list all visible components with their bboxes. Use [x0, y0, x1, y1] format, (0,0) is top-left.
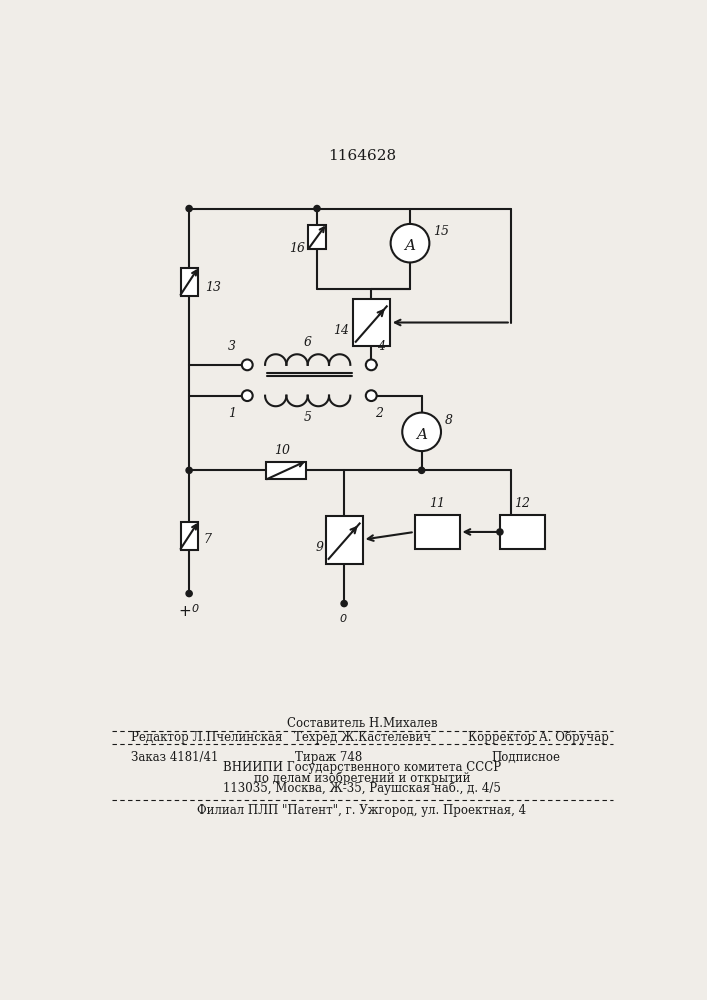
- Text: Подписное: Подписное: [491, 751, 561, 764]
- Text: Тираж 748: Тираж 748: [295, 751, 362, 764]
- Text: Заказ 4181/41: Заказ 4181/41: [131, 751, 218, 764]
- Circle shape: [497, 529, 503, 535]
- Text: Составитель Н.Михалев: Составитель Н.Михалев: [286, 717, 437, 730]
- Circle shape: [186, 590, 192, 597]
- Text: Филиал ПЛП "Патент", г. Ужгород, ул. Проектная, 4: Филиал ПЛП "Патент", г. Ужгород, ул. Про…: [197, 804, 527, 817]
- Text: ВНИИПИ Государственного комитета СССР: ВНИИПИ Государственного комитета СССР: [223, 761, 501, 774]
- Text: 7: 7: [203, 533, 211, 546]
- Circle shape: [419, 467, 425, 473]
- Circle shape: [366, 390, 377, 401]
- Circle shape: [242, 359, 252, 370]
- Text: 11: 11: [429, 497, 445, 510]
- Text: 1: 1: [228, 407, 235, 420]
- Text: 5: 5: [304, 411, 312, 424]
- Circle shape: [391, 224, 429, 262]
- Text: 0: 0: [339, 614, 346, 624]
- Text: Техред Ж.Кастелевич: Техред Ж.Кастелевич: [293, 731, 431, 744]
- Bar: [414, 515, 460, 549]
- Text: Корректор А. Обручар: Корректор А. Обручар: [468, 731, 609, 744]
- Text: 4: 4: [378, 340, 385, 353]
- Text: 13: 13: [204, 281, 221, 294]
- Text: 16: 16: [289, 242, 305, 255]
- Text: 12: 12: [515, 497, 530, 510]
- Bar: [353, 299, 390, 346]
- Bar: [325, 516, 363, 564]
- Circle shape: [186, 467, 192, 473]
- Circle shape: [341, 600, 347, 607]
- Text: 10: 10: [274, 444, 290, 457]
- Bar: [500, 515, 545, 549]
- Text: 15: 15: [433, 225, 449, 238]
- Text: 0: 0: [192, 604, 199, 614]
- Text: A: A: [416, 428, 427, 442]
- Text: Редактор Л.Пчелинская: Редактор Л.Пчелинская: [131, 731, 283, 744]
- Bar: [180, 522, 198, 550]
- Circle shape: [186, 205, 192, 212]
- Text: 9: 9: [316, 541, 324, 554]
- Text: 3: 3: [228, 340, 235, 353]
- Circle shape: [314, 205, 320, 212]
- Text: A: A: [404, 239, 416, 253]
- Circle shape: [402, 413, 441, 451]
- Circle shape: [242, 390, 252, 401]
- Text: по делам изобретений и открытий: по делам изобретений и открытий: [254, 771, 470, 785]
- Text: 8: 8: [445, 414, 453, 427]
- Text: +: +: [179, 604, 192, 619]
- Text: 1164628: 1164628: [328, 149, 396, 163]
- Circle shape: [366, 359, 377, 370]
- Text: 14: 14: [333, 324, 349, 337]
- Bar: [308, 225, 325, 249]
- Text: 6: 6: [304, 336, 312, 349]
- Text: 113035, Москва, Ж-35, Раушская наб., д. 4/5: 113035, Москва, Ж-35, Раушская наб., д. …: [223, 781, 501, 795]
- Bar: [266, 462, 306, 479]
- Bar: [180, 268, 198, 296]
- Text: 2: 2: [375, 407, 383, 420]
